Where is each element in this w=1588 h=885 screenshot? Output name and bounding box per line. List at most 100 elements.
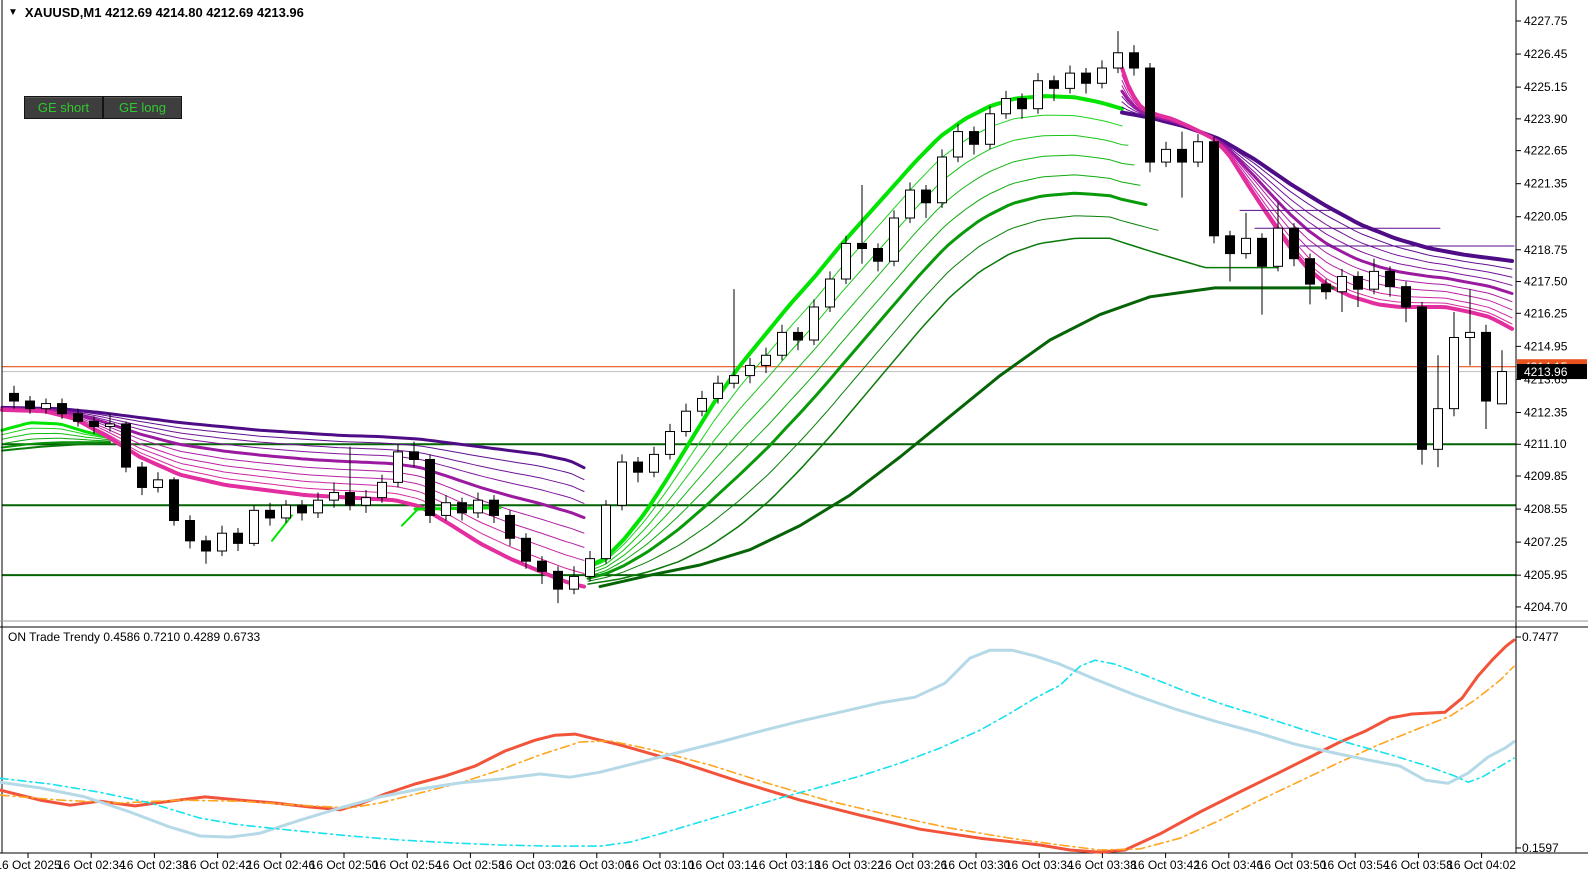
bear-candle[interactable] <box>457 502 467 514</box>
bear-candle[interactable] <box>265 509 275 519</box>
bear-candle[interactable] <box>505 514 515 539</box>
bear-candle[interactable] <box>201 540 211 552</box>
bull-candle[interactable] <box>1193 141 1203 163</box>
bull-candle[interactable] <box>1433 408 1443 450</box>
bull-candle[interactable] <box>105 423 115 427</box>
bull-candle[interactable] <box>825 278 835 308</box>
price-tag-text: 4213.96 <box>1524 365 1568 379</box>
bull-candle[interactable] <box>153 479 163 488</box>
bull-candle[interactable] <box>1497 371 1507 405</box>
bull-candle[interactable] <box>985 113 995 145</box>
bear-candle[interactable] <box>1177 148 1187 163</box>
bull-candle[interactable] <box>1337 275 1347 293</box>
bear-candle[interactable] <box>73 413 83 422</box>
bear-candle[interactable] <box>521 537 531 562</box>
bear-candle[interactable] <box>1385 270 1395 288</box>
bull-candle[interactable] <box>1065 72 1075 89</box>
bull-candle[interactable] <box>1241 237 1251 255</box>
bull-candle[interactable] <box>1001 98 1011 115</box>
bear-candle[interactable] <box>25 400 35 410</box>
bull-candle[interactable] <box>665 431 675 455</box>
bull-candle[interactable] <box>473 499 483 514</box>
bull-candle[interactable] <box>377 481 387 499</box>
bull-candle[interactable] <box>1161 148 1171 163</box>
bull-candle[interactable] <box>761 354 771 366</box>
bear-candle[interactable] <box>1305 258 1315 285</box>
bull-candle[interactable] <box>617 461 627 506</box>
bull-candle[interactable] <box>1449 336 1459 410</box>
bear-candle[interactable] <box>297 504 307 514</box>
bull-candle[interactable] <box>649 453 659 473</box>
bear-candle[interactable] <box>1129 52 1139 69</box>
bull-candle[interactable] <box>281 504 291 519</box>
ge-long-button[interactable]: GE long <box>103 96 182 119</box>
bull-candle[interactable] <box>953 131 963 158</box>
bull-candle[interactable] <box>1273 227 1283 267</box>
bull-candle[interactable] <box>361 497 371 506</box>
bear-candle[interactable] <box>1081 72 1091 84</box>
bull-candle[interactable] <box>1033 80 1043 110</box>
bear-candle[interactable] <box>1481 331 1491 402</box>
bear-candle[interactable] <box>1257 237 1267 267</box>
bear-candle[interactable] <box>537 560 547 572</box>
bull-candle[interactable] <box>217 532 227 552</box>
bull-candle[interactable] <box>713 382 723 399</box>
bull-candle[interactable] <box>585 558 595 577</box>
bear-candle[interactable] <box>137 466 147 488</box>
bull-candle[interactable] <box>937 156 947 204</box>
bear-candle[interactable] <box>345 492 355 506</box>
bull-candle[interactable] <box>1369 270 1379 290</box>
bear-candle[interactable] <box>1417 306 1427 450</box>
bull-candle[interactable] <box>1113 52 1123 69</box>
bull-candle[interactable] <box>777 331 787 356</box>
bear-candle[interactable] <box>633 461 643 473</box>
bear-candle[interactable] <box>921 189 931 204</box>
bear-candle[interactable] <box>1049 80 1059 89</box>
bear-candle[interactable] <box>1353 275 1363 290</box>
bull-candle[interactable] <box>729 375 739 384</box>
bear-candle[interactable] <box>873 248 883 262</box>
bull-candle[interactable] <box>569 575 579 590</box>
bear-candle[interactable] <box>1225 235 1235 255</box>
bull-candle[interactable] <box>1097 67 1107 84</box>
bear-candle[interactable] <box>857 242 867 250</box>
bull-candle[interactable] <box>889 217 899 262</box>
bull-candle[interactable] <box>41 403 51 410</box>
bear-candle[interactable] <box>553 570 563 590</box>
bull-candle[interactable] <box>905 189 915 219</box>
bull-candle[interactable] <box>809 306 819 341</box>
bear-candle[interactable] <box>793 331 803 341</box>
bull-candle[interactable] <box>313 499 323 514</box>
bull-candle[interactable] <box>841 242 851 280</box>
bull-candle[interactable] <box>697 397 707 412</box>
bear-candle[interactable] <box>1321 283 1331 293</box>
bear-candle[interactable] <box>1017 98 1027 110</box>
bull-candle[interactable] <box>441 502 451 516</box>
bear-candle[interactable] <box>1209 141 1219 237</box>
bull-candle[interactable] <box>601 504 611 560</box>
bear-candle[interactable] <box>409 451 419 460</box>
bull-candle[interactable] <box>249 509 259 544</box>
bear-candle[interactable] <box>489 499 499 516</box>
bear-candle[interactable] <box>1401 286 1411 308</box>
ge-short-button[interactable]: GE short <box>24 96 103 119</box>
bear-candle[interactable] <box>1145 67 1155 163</box>
bull-candle[interactable] <box>745 364 755 377</box>
bear-candle[interactable] <box>1289 227 1299 260</box>
symbol-dropdown-icon[interactable]: ▼ <box>8 6 18 18</box>
bear-candle[interactable] <box>233 532 243 544</box>
bull-candle[interactable] <box>681 410 691 433</box>
price-axis[interactable]: 4227.75 4226.45 4225.15 4223.90 4222.65 4221.… <box>1516 14 1568 614</box>
bear-candle[interactable] <box>57 403 67 415</box>
bull-candle[interactable] <box>329 492 339 501</box>
bear-candle[interactable] <box>9 392 19 402</box>
bull-candle[interactable] <box>1465 331 1475 338</box>
bear-candle[interactable] <box>969 131 979 145</box>
bear-candle[interactable] <box>169 479 179 522</box>
bear-candle[interactable] <box>89 420 99 427</box>
bear-candle[interactable] <box>121 423 131 468</box>
bear-candle[interactable] <box>425 458 435 516</box>
bull-candle[interactable] <box>393 451 403 483</box>
bear-candle[interactable] <box>185 520 195 542</box>
